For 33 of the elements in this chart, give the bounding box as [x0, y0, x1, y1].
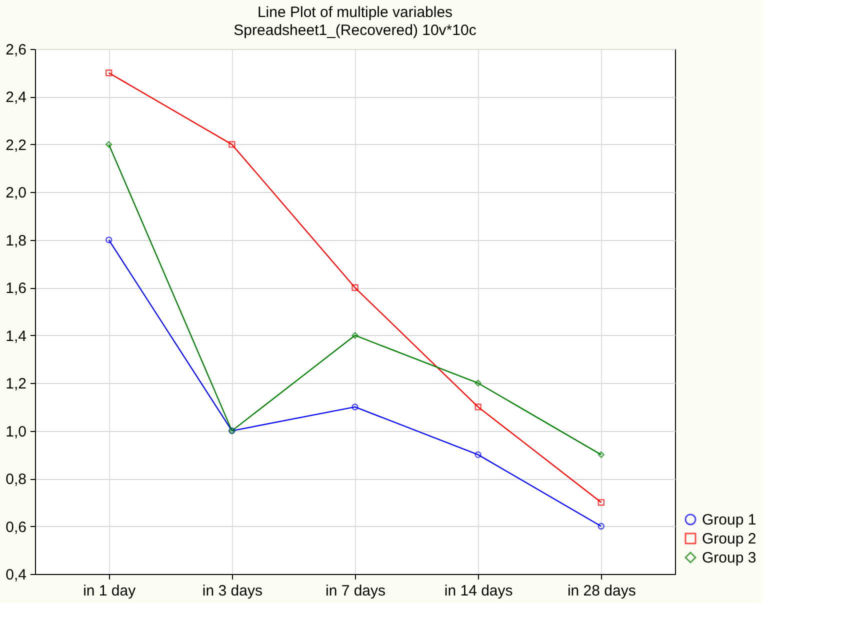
legend-label: Group 3 [702, 550, 756, 566]
point [228, 141, 236, 148]
point [474, 380, 482, 386]
y-tick-label: 2,2 [6, 136, 26, 154]
y-tick-label: 2,6 [6, 42, 26, 58]
y-tick-label: 1,0 [6, 423, 26, 440]
y-tick-label: 2,4 [6, 89, 26, 106]
y-tick-label: 1,8 [6, 232, 26, 250]
point [352, 284, 358, 291]
point [598, 499, 604, 506]
point [352, 332, 358, 339]
point [352, 404, 358, 410]
point [106, 70, 112, 76]
y-tick-label: 0,4 [6, 566, 26, 584]
y-tick-label: 0,6 [6, 518, 26, 536]
x-tick-label: in 3 days [202, 582, 262, 600]
point [474, 404, 482, 410]
y-tick-label: 1,2 [6, 376, 26, 393]
y-tick-label: 1,4 [6, 328, 26, 345]
legend-label: Group 1 [702, 512, 756, 528]
x-tick-label: in 14 days [444, 582, 513, 600]
x-tick-label: in 1 day [83, 582, 136, 600]
point [474, 451, 482, 458]
chart-title: Line Plot of multiple variables [257, 4, 453, 21]
x-tick-label: in 28 days [567, 582, 636, 600]
x-tick-label: in 7 days [325, 582, 386, 600]
point [598, 451, 604, 458]
chart-subtitle: Spreadsheet1_(Recovered) 10v*10c [234, 22, 477, 39]
y-tick-label: 2,0 [6, 184, 26, 202]
point [106, 141, 112, 148]
y-tick-label: 1,6 [6, 280, 26, 298]
legend-label: Group 2 [702, 530, 756, 548]
y-tick-label: 0,8 [6, 471, 26, 488]
